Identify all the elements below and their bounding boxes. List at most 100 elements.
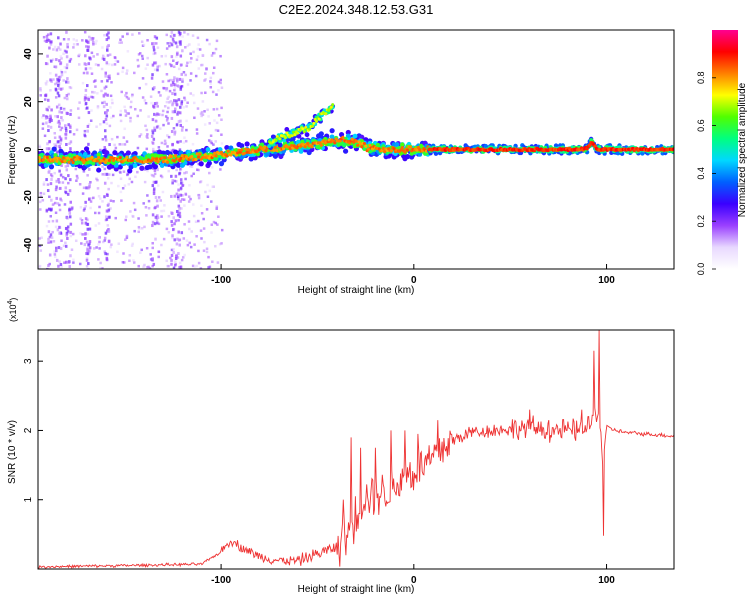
heatmap-speckle	[54, 115, 57, 118]
heatmap-speckle	[168, 89, 172, 93]
heatmap-speckle	[48, 58, 52, 62]
heatmap-speckle	[78, 101, 81, 104]
heatmap-speckle	[151, 264, 154, 268]
heatmap-cell	[342, 148, 349, 154]
heatmap-speckle	[121, 261, 125, 264]
heatmap-cell	[207, 156, 211, 160]
snr-y-axis: 1 2 3	[23, 358, 43, 503]
heatmap-speckle	[191, 34, 195, 37]
heatmap-speckle	[76, 107, 80, 110]
heatmap-speckle	[156, 46, 160, 49]
heatmap-streak	[65, 142, 68, 146]
heatmap-streak	[84, 217, 88, 221]
snr-x-axis: -100 0 100	[211, 564, 615, 586]
heatmap-speckle	[195, 235, 198, 238]
heatmap-speckle	[170, 33, 174, 37]
heatmap-streak	[69, 112, 72, 116]
heatmap-speckle	[82, 71, 86, 75]
heatmap-streak	[69, 200, 73, 204]
heatmap-speckle	[64, 70, 67, 74]
snr-y-multiplier: (x104)	[7, 298, 18, 322]
heatmap-speckle	[218, 242, 222, 246]
heatmap-streak	[171, 80, 175, 84]
heatmap-speckle	[121, 187, 125, 190]
heatmap-speckle	[110, 137, 114, 141]
heatmap-streak	[105, 217, 109, 221]
heatmap-speckle	[53, 171, 56, 175]
heatmap-streak	[68, 207, 71, 211]
heatmap-speckle	[129, 210, 132, 213]
heatmap-streak	[57, 36, 60, 40]
heatmap-speckle	[54, 211, 58, 215]
heatmap-speckle	[138, 135, 141, 138]
heatmap-speckle	[137, 264, 140, 268]
heatmap-speckle	[100, 67, 104, 71]
heatmap-speckle	[125, 95, 129, 99]
heatmap-speckle	[127, 97, 130, 100]
heatmap-speckle	[220, 86, 224, 89]
heatmap-speckle	[200, 114, 203, 118]
heatmap-streak	[177, 197, 180, 201]
heatmap-streak	[83, 98, 87, 102]
heatmap-streak	[178, 243, 181, 247]
heatmap-speckle	[130, 244, 134, 248]
heatmap-cell	[226, 149, 230, 153]
heatmap-speckle	[95, 177, 98, 181]
heatmap-streak	[56, 84, 60, 88]
heatmap-speckle	[126, 173, 129, 177]
heatmap-speckle	[206, 183, 209, 187]
heatmap-speckle	[189, 60, 192, 64]
heatmap-speckle	[74, 167, 78, 171]
heatmap-speckle	[219, 54, 222, 58]
heatmap-cell	[194, 157, 198, 162]
heatmap-speckle	[196, 36, 200, 40]
heatmap-speckle	[55, 249, 58, 253]
heatmap-speckle	[140, 248, 143, 252]
heatmap-speckle	[185, 128, 188, 132]
heatmap-cell	[261, 148, 265, 152]
heatmap-streak	[87, 62, 91, 66]
heatmap-speckle	[111, 173, 115, 177]
heatmap-speckle	[96, 106, 100, 110]
heatmap-speckle	[141, 96, 145, 99]
heatmap-streak	[47, 147, 51, 151]
heatmap-speckle	[62, 52, 65, 55]
heatmap-speckle	[45, 80, 49, 83]
heatmap-streak	[155, 36, 159, 40]
heatmap-speckle	[47, 125, 50, 128]
heatmap-speckle	[200, 110, 204, 114]
heatmap-speckle	[188, 184, 191, 187]
heatmap-streak	[171, 101, 175, 105]
heatmap-streak	[87, 98, 90, 102]
heatmap-speckle	[149, 95, 153, 98]
heatmap-speckle	[165, 73, 169, 76]
heatmap-speckle	[214, 47, 218, 51]
heatmap-cell	[368, 143, 372, 148]
heatmap-speckle	[62, 79, 65, 82]
heatmap-speckle	[113, 143, 116, 147]
heatmap-streak	[180, 72, 183, 76]
heatmap-speckle	[39, 208, 42, 211]
heatmap-speckle	[123, 184, 127, 187]
heatmap-speckle	[217, 114, 221, 117]
heatmap-streak	[170, 55, 174, 59]
heatmap-streak	[175, 123, 179, 127]
heatmap-streak	[69, 125, 72, 129]
heatmap-cell	[341, 135, 345, 139]
heatmap-streak	[178, 172, 181, 176]
heatmap-speckle	[197, 196, 201, 200]
heatmap-speckle	[216, 223, 219, 226]
heatmap-streak	[152, 192, 156, 196]
heatmap-cell	[214, 154, 218, 158]
heatmap-speckle	[183, 204, 186, 207]
heatmap-streak	[107, 202, 110, 206]
heatmap-speckle	[214, 140, 217, 143]
heatmap-speckle	[156, 214, 159, 217]
heatmap-streak	[67, 260, 71, 264]
heatmap-speckle	[94, 42, 97, 45]
snr-plot-area	[38, 330, 674, 569]
heatmap-streak	[58, 225, 61, 229]
heatmap-cell	[113, 166, 119, 172]
heatmap-speckle	[197, 261, 201, 265]
heatmap-cell	[329, 105, 333, 109]
